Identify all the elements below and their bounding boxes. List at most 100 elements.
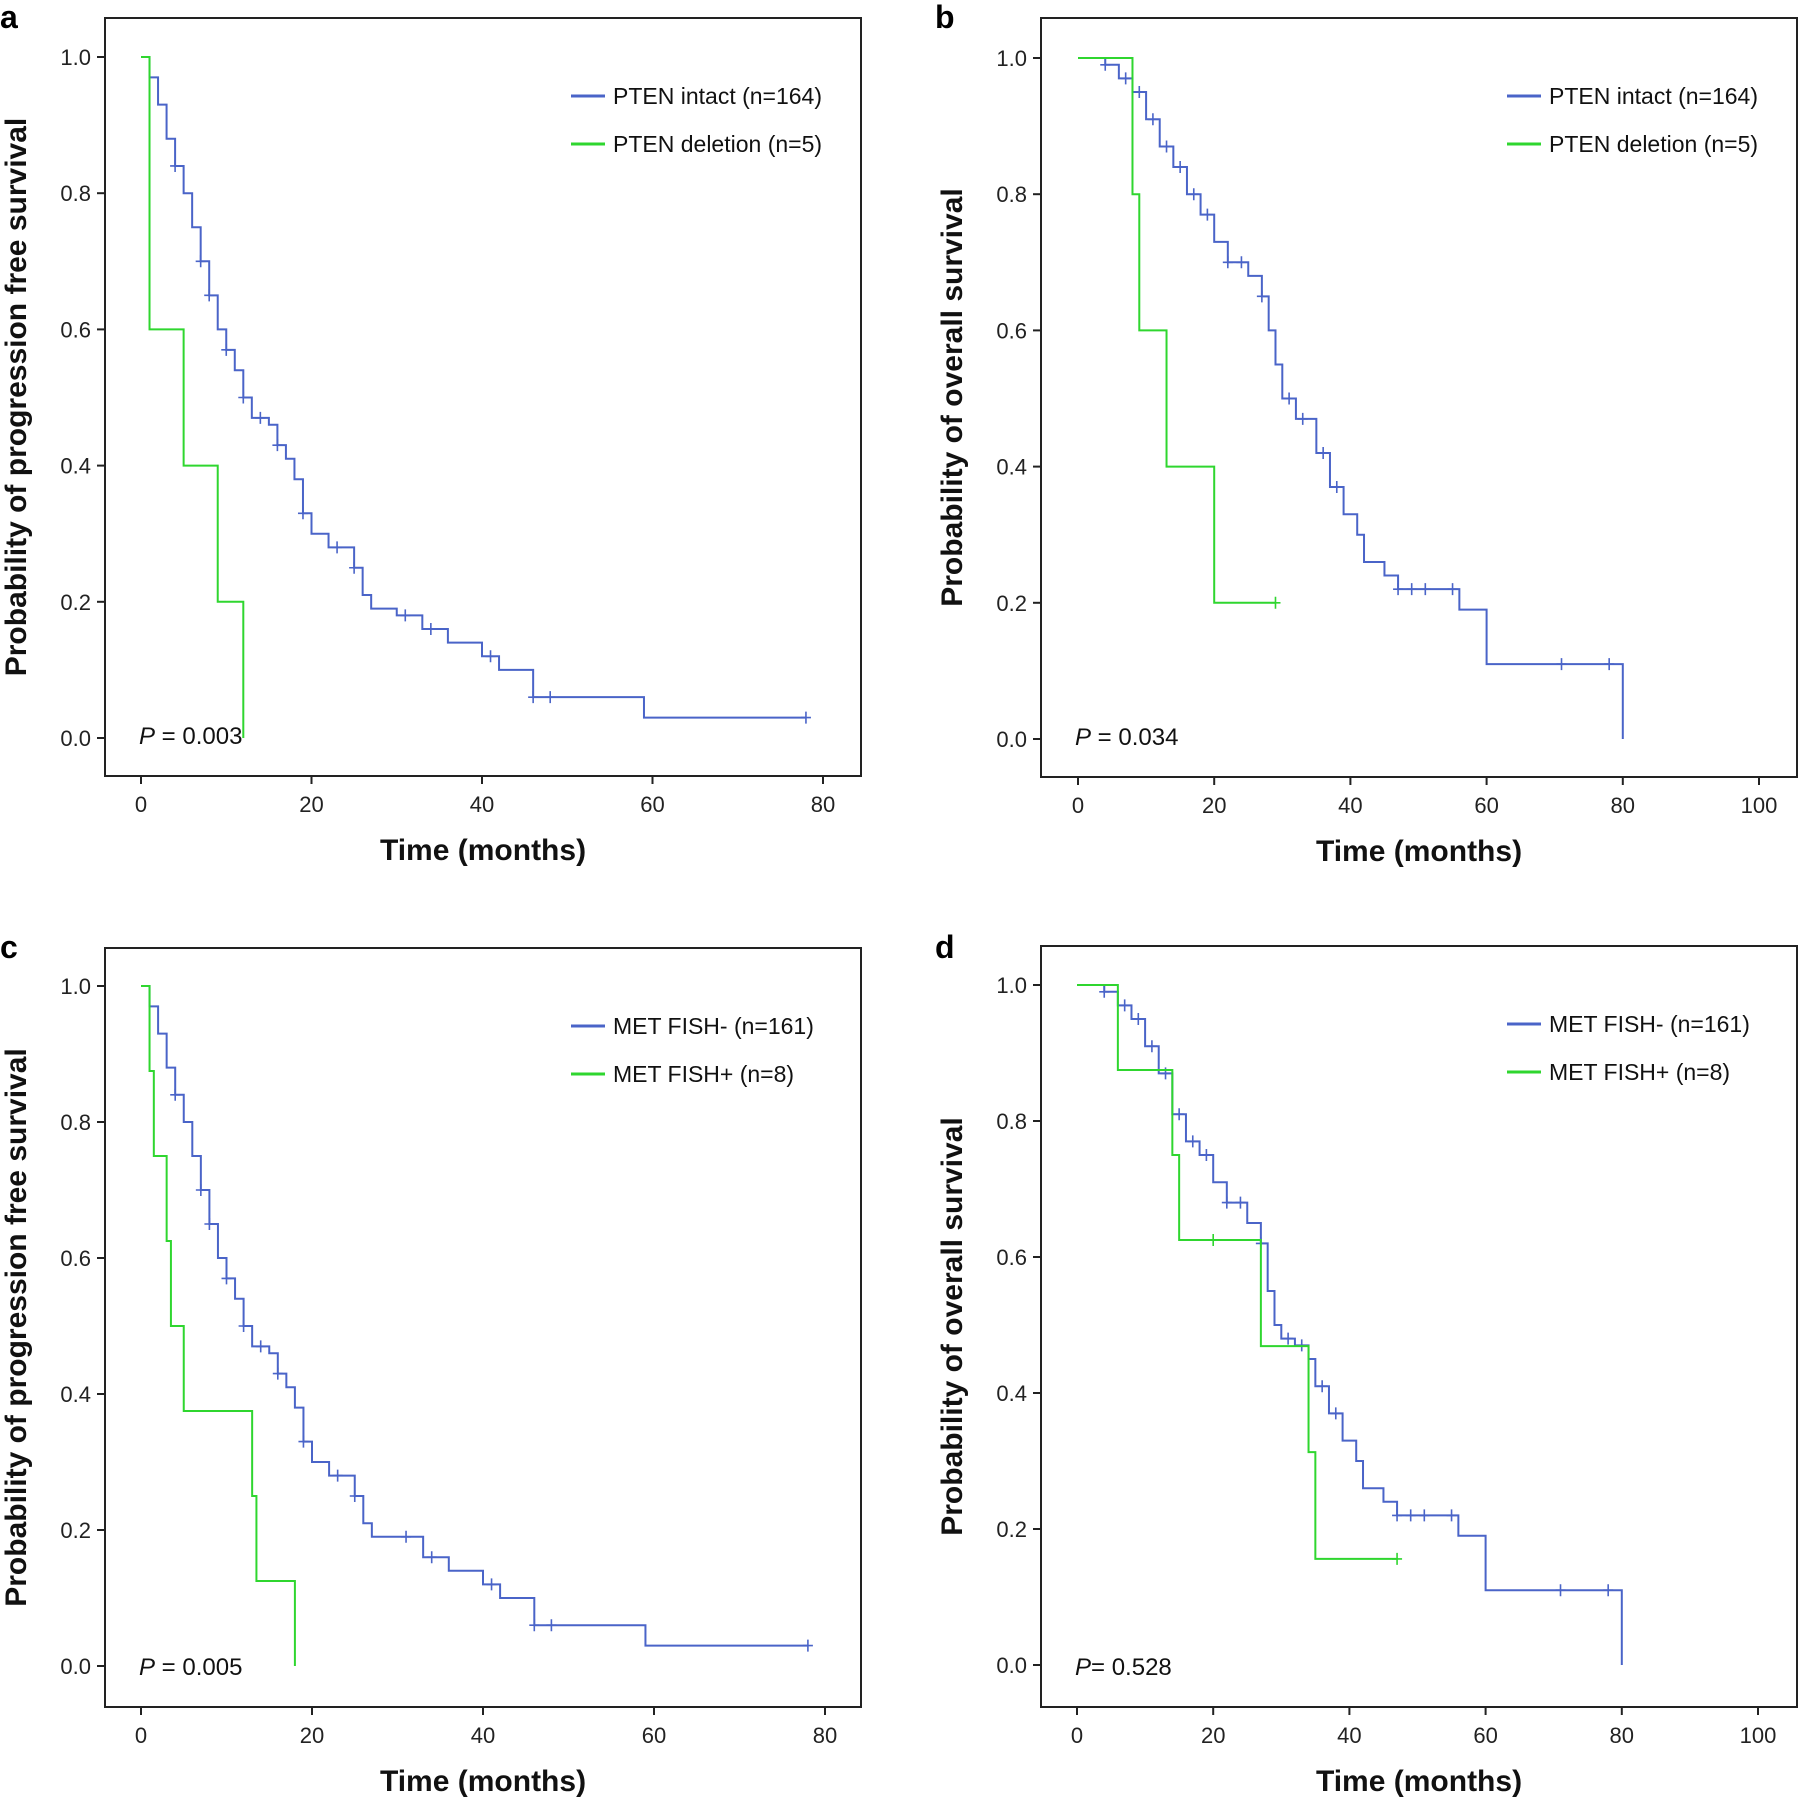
x-tick-label: 60 <box>1473 1723 1497 1748</box>
legend-label: PTEN deletion (n=5) <box>1549 131 1758 157</box>
km-curve-comparison <box>141 56 245 738</box>
x-tick-label: 20 <box>300 1723 324 1748</box>
y-tick-label: 1.0 <box>996 46 1027 71</box>
panel-a: a 0.0 0.2 0.4 0.6 0.8 1.0 0 20 40 60 80 Time (months… <box>0 0 862 867</box>
y-tick-label: 1.0 <box>996 973 1027 998</box>
censor-mark <box>425 623 436 636</box>
x-axis-label: Time (months) <box>380 1765 586 1798</box>
censor-mark <box>1222 256 1233 269</box>
x-axis-label: Time (months) <box>1316 835 1522 868</box>
censor-mark <box>255 1340 266 1353</box>
x-axis-label: Time (months) <box>380 834 586 867</box>
panel-d: d 0.0 0.2 0.4 0.6 0.8 1.0 0 20 40 60 80 100 Time (mon… <box>935 929 1798 1798</box>
censor-mark <box>195 1184 206 1196</box>
censor-mark <box>272 439 283 452</box>
y-tick-label: 0.4 <box>60 454 91 479</box>
censor-mark <box>1284 392 1295 405</box>
x-tick-label: 20 <box>1202 793 1226 818</box>
x-tick-label: 40 <box>1338 793 1362 818</box>
censor-mark <box>238 1320 249 1332</box>
censor-mark <box>546 1619 557 1632</box>
censor-mark <box>1556 658 1567 671</box>
censor-mark <box>1119 999 1130 1012</box>
y-tick-label: 0.8 <box>60 1110 91 1135</box>
censor-mark <box>1099 985 1110 998</box>
panel-c: c 0.0 0.2 0.4 0.6 0.8 1.0 0 20 40 60 80 Time (months… <box>0 929 862 1798</box>
x-tick-label: 0 <box>135 792 147 817</box>
p-value-number: = 0.528 <box>1091 1654 1172 1681</box>
y-tick-label: 0.0 <box>996 1653 1027 1678</box>
legend-label: PTEN deletion (n=5) <box>613 131 822 157</box>
censor-mark <box>170 1088 181 1101</box>
y-axis-label: Probability of progression free survival <box>0 1048 33 1607</box>
y-tick-label: 0.4 <box>60 1382 91 1407</box>
censor-mark <box>1447 583 1458 596</box>
censor-mark <box>1221 1196 1232 1209</box>
x-tick-label: 100 <box>1741 793 1778 818</box>
censor-mark <box>349 1490 360 1502</box>
censor-mark <box>1120 72 1131 85</box>
x-tick-label: 0 <box>1072 793 1084 818</box>
legend-label: PTEN intact (n=164) <box>613 83 822 109</box>
x-tick-label: 100 <box>1740 1723 1777 1748</box>
censor-mark <box>802 1639 813 1652</box>
y-axis-label: Probability of progression free survival <box>0 118 33 677</box>
km-curve-reference <box>141 56 806 719</box>
censor-mark <box>1330 1407 1341 1420</box>
censor-mark <box>1236 256 1247 269</box>
panel-b: b 0.0 0.2 0.4 0.6 0.8 1.0 0 20 40 60 80 100 Time (mon… <box>935 0 1798 868</box>
censor-mark <box>221 1272 232 1285</box>
legend-label: MET FISH- (n=161) <box>613 1013 814 1039</box>
p-value-number: = 0.003 <box>155 723 242 750</box>
y-tick-label: 0.2 <box>996 1517 1027 1542</box>
km-curve-comparison <box>141 985 296 1666</box>
y-tick-label: 1.0 <box>60 974 91 999</box>
x-tick-label: 80 <box>1610 1723 1634 1748</box>
censor-mark <box>400 609 411 622</box>
censor-mark <box>255 411 266 424</box>
censor-mark <box>272 1367 283 1380</box>
censor-mark <box>1392 1509 1403 1522</box>
y-tick-label: 0.8 <box>996 1109 1027 1134</box>
censor-mark <box>1202 208 1213 221</box>
x-tick-label: 0 <box>135 1723 147 1748</box>
censor-mark <box>1604 658 1615 671</box>
censor-mark <box>298 1435 309 1448</box>
y-tick-label: 0.8 <box>60 181 91 206</box>
panel-letter: c <box>0 929 18 965</box>
y-tick-label: 0.0 <box>60 726 91 751</box>
censor-mark <box>1406 583 1417 596</box>
km-curve-comparison <box>1077 984 1398 1560</box>
censor-mark <box>332 1469 343 1482</box>
censor-mark <box>1147 113 1158 126</box>
y-tick-label: 0.0 <box>996 727 1027 752</box>
censor-mark <box>221 343 232 356</box>
y-tick-label: 0.6 <box>60 317 91 342</box>
censor-mark <box>1331 481 1342 494</box>
censor-mark <box>1235 1196 1246 1209</box>
censor-mark <box>1201 1149 1212 1161</box>
censor-mark <box>1283 1332 1294 1345</box>
censor-mark <box>545 691 556 704</box>
x-tick-label: 80 <box>1611 793 1635 818</box>
y-tick-label: 0.0 <box>60 1654 91 1679</box>
censor-mark <box>1175 160 1186 173</box>
censor-mark <box>1555 1584 1566 1597</box>
panel-letter: b <box>935 0 955 35</box>
p-value: P= 0.528 <box>1075 1654 1172 1681</box>
censor-mark <box>1405 1509 1416 1522</box>
y-tick-label: 1.0 <box>60 45 91 70</box>
x-tick-label: 20 <box>1201 1723 1225 1748</box>
censor-mark <box>1393 583 1404 596</box>
censor-mark <box>238 391 249 404</box>
p-value: P = 0.034 <box>1075 724 1178 751</box>
legend-label: MET FISH+ (n=8) <box>613 1061 794 1087</box>
y-tick-label: 0.6 <box>996 1245 1027 1270</box>
y-tick-label: 0.2 <box>60 590 91 615</box>
censor-mark <box>1100 58 1111 71</box>
x-tick-label: 40 <box>471 1723 495 1748</box>
censor-mark <box>1419 1509 1430 1522</box>
censor-mark <box>349 561 360 574</box>
x-tick-label: 60 <box>1474 793 1498 818</box>
